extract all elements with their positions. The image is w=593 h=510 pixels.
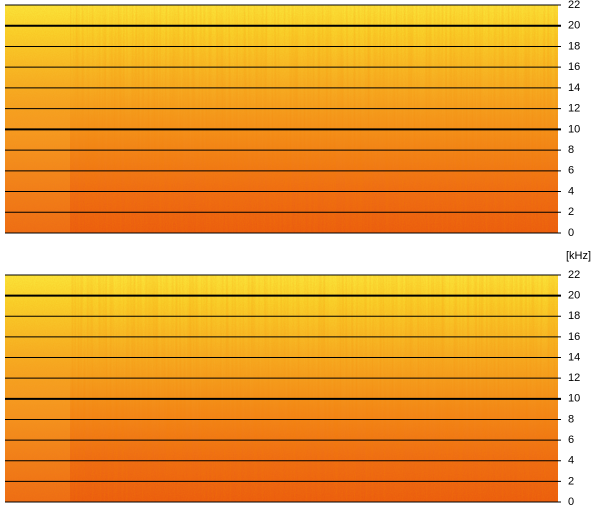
y-tick-label: 16 [568,331,580,343]
y-tick-label: 2 [568,206,574,218]
y-tick-label: 8 [568,144,574,156]
y-tick-label: 12 [568,103,580,115]
y-axis-unit: [kHz] [566,250,591,262]
y-tick-label: 20 [568,20,580,32]
y-tick-label: 22 [568,0,580,11]
y-tick-label: 18 [568,310,580,322]
y-tick-label: 10 [568,123,580,135]
y-tick-label: 4 [568,185,574,197]
y-tick-label: 22 [568,269,580,281]
y-tick-label: 16 [568,61,580,73]
spectrogram-noise [5,275,558,502]
y-tick-label: 12 [568,372,580,384]
y-tick-label: 10 [568,393,580,405]
spectrogram-noise [5,5,558,233]
y-tick-label: 6 [568,165,574,177]
y-tick-label: 0 [568,227,574,239]
y-tick-label: 18 [568,40,580,52]
y-tick-label: 6 [568,434,574,446]
y-tick-label: 4 [568,455,574,467]
y-tick-label: 14 [568,82,580,94]
y-tick-label: 2 [568,475,574,487]
y-tick-label: 8 [568,413,574,425]
y-tick-label: 20 [568,290,580,302]
y-tick-label: 14 [568,351,580,363]
y-tick-label: 0 [568,496,574,508]
